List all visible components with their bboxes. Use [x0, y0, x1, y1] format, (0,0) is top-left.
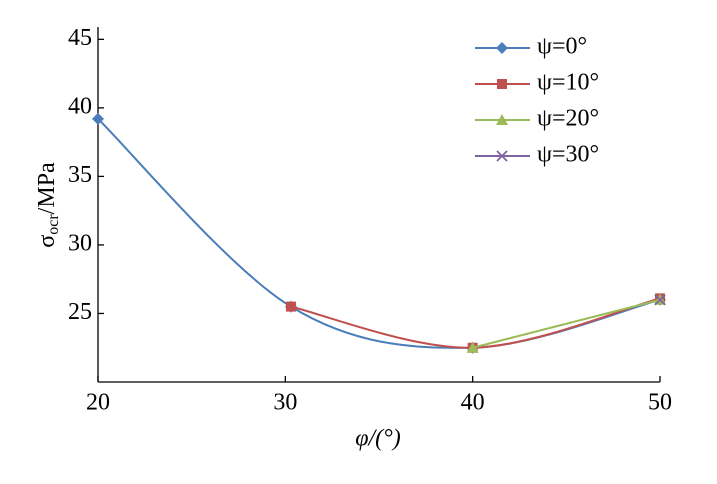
y-tick-label: 40	[68, 93, 92, 119]
legend-marker	[496, 150, 508, 162]
x-tick-label: 20	[86, 390, 110, 416]
y-tick-label: 30	[68, 230, 92, 256]
data-point	[92, 112, 104, 125]
series-line	[290, 297, 661, 349]
data-point	[285, 301, 296, 312]
y-tick-label: 25	[68, 299, 92, 325]
legend-label: ψ=0°	[537, 34, 587, 60]
y-axis-label: σocr/MPa	[34, 162, 62, 248]
y-label-subscript: ocr	[45, 214, 62, 235]
legend-marker	[497, 79, 507, 89]
x-axis-label: φ/(°)	[355, 426, 401, 452]
legend-label: ψ=30°	[537, 142, 599, 168]
data-point	[654, 294, 666, 306]
legend-marker	[496, 42, 508, 54]
y-label-unit: /MPa	[34, 162, 60, 214]
series-line	[472, 298, 661, 349]
legend-label: ψ=10°	[537, 70, 599, 96]
x-tick-label: 30	[273, 390, 297, 416]
x-tick-label: 40	[461, 390, 485, 416]
x-tick-label: 50	[648, 390, 672, 416]
y-label-symbol: σ	[34, 235, 60, 248]
legend-label: ψ=20°	[537, 106, 599, 132]
data-point	[466, 341, 479, 353]
legend-marker	[496, 114, 508, 125]
y-tick-label: 35	[68, 162, 92, 188]
y-tick-label: 45	[68, 25, 92, 51]
